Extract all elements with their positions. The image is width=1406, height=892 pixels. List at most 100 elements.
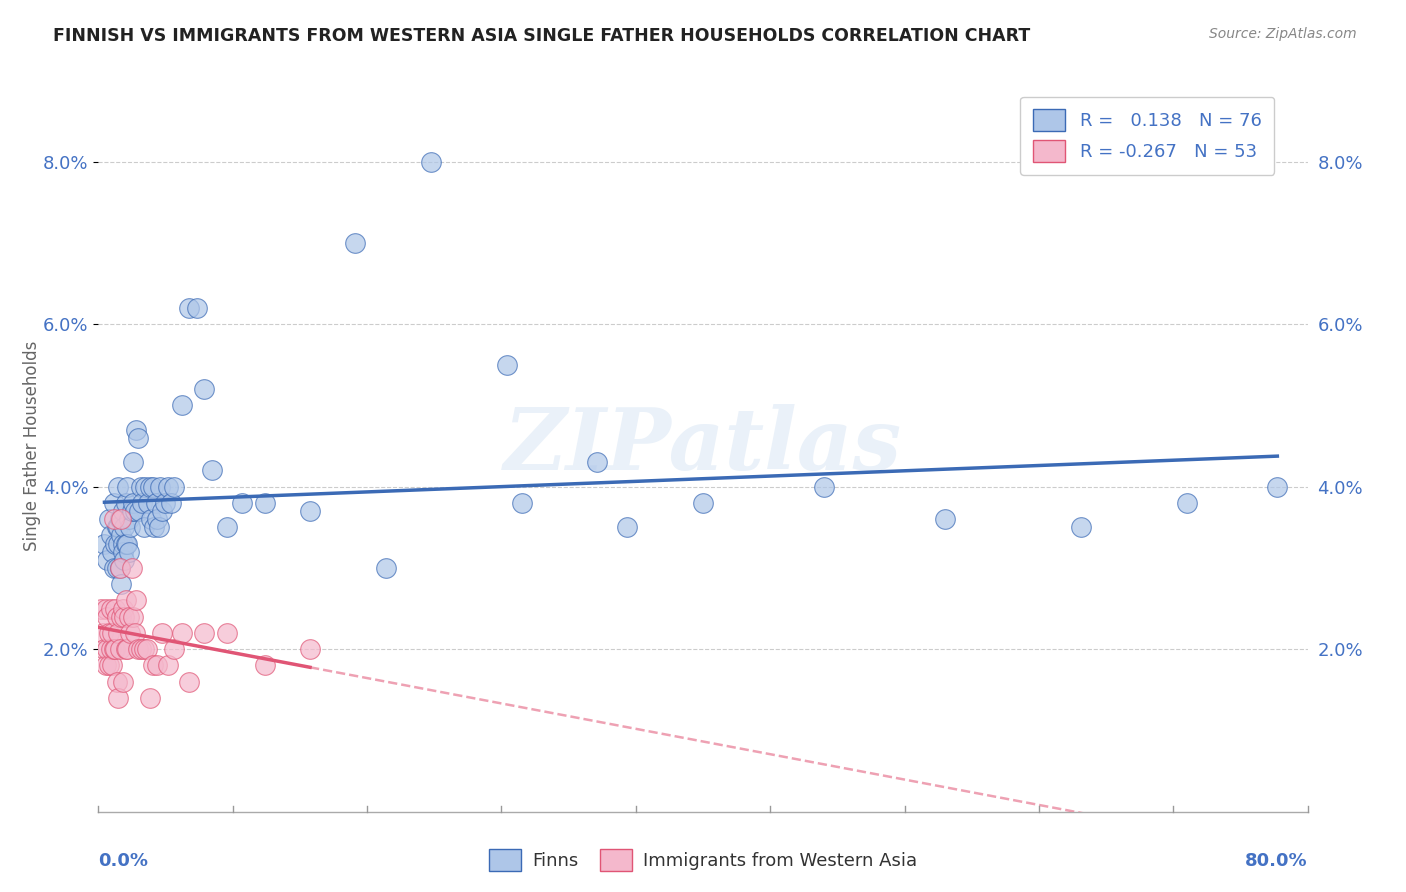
Point xyxy=(170,626,193,640)
Point xyxy=(510,496,533,510)
Point xyxy=(122,609,145,624)
Point xyxy=(135,642,157,657)
Point xyxy=(91,626,114,640)
Point xyxy=(118,609,141,624)
Point xyxy=(934,512,956,526)
Point xyxy=(110,512,132,526)
Point xyxy=(139,480,162,494)
Point xyxy=(420,154,443,169)
Point xyxy=(108,561,131,575)
Point xyxy=(132,520,155,534)
Point xyxy=(1175,496,1198,510)
Point xyxy=(813,480,835,494)
Point xyxy=(110,609,132,624)
Point xyxy=(104,642,127,657)
Point xyxy=(179,301,201,315)
Point xyxy=(193,626,215,640)
Point xyxy=(163,642,186,657)
Point xyxy=(136,496,159,510)
Point xyxy=(145,496,167,510)
Text: 80.0%: 80.0% xyxy=(1244,852,1308,870)
Point xyxy=(96,609,118,624)
Point xyxy=(108,512,131,526)
Point xyxy=(103,496,125,510)
Point xyxy=(139,690,162,705)
Point xyxy=(101,626,124,640)
Point xyxy=(586,455,609,469)
Point xyxy=(94,601,117,615)
Point xyxy=(122,455,145,469)
Point xyxy=(127,431,149,445)
Point xyxy=(111,536,134,550)
Point xyxy=(1267,480,1289,494)
Point xyxy=(374,561,396,575)
Point xyxy=(120,626,142,640)
Point xyxy=(112,609,135,624)
Point xyxy=(101,544,124,558)
Point xyxy=(120,520,142,534)
Point xyxy=(231,496,253,510)
Legend: R =   0.138   N = 76, R = -0.267   N = 53: R = 0.138 N = 76, R = -0.267 N = 53 xyxy=(1021,96,1274,175)
Point xyxy=(98,512,121,526)
Point xyxy=(111,601,134,615)
Point xyxy=(299,504,322,518)
Point xyxy=(107,690,129,705)
Point xyxy=(1070,520,1092,534)
Point xyxy=(148,520,170,534)
Point xyxy=(110,577,132,591)
Point xyxy=(125,423,148,437)
Point xyxy=(104,536,127,550)
Point xyxy=(143,520,166,534)
Point xyxy=(146,512,169,526)
Point xyxy=(105,609,128,624)
Point xyxy=(107,626,129,640)
Point xyxy=(163,480,186,494)
Point xyxy=(111,674,134,689)
Point xyxy=(215,520,238,534)
Point xyxy=(153,496,176,510)
Point xyxy=(129,642,152,657)
Point xyxy=(105,674,128,689)
Point xyxy=(150,626,173,640)
Point xyxy=(149,480,172,494)
Point xyxy=(253,658,276,673)
Point xyxy=(96,553,118,567)
Text: 0.0%: 0.0% xyxy=(98,852,149,870)
Point xyxy=(201,463,224,477)
Text: ZIPatlas: ZIPatlas xyxy=(503,404,903,488)
Point xyxy=(142,658,165,673)
Point xyxy=(692,496,714,510)
Point xyxy=(495,358,517,372)
Y-axis label: Single Father Households: Single Father Households xyxy=(22,341,41,551)
Point xyxy=(129,480,152,494)
Point xyxy=(100,642,122,657)
Point xyxy=(122,496,145,510)
Point xyxy=(253,496,276,510)
Point xyxy=(128,504,150,518)
Point xyxy=(150,504,173,518)
Point xyxy=(98,658,121,673)
Point xyxy=(96,642,118,657)
Point xyxy=(142,480,165,494)
Point xyxy=(156,480,179,494)
Point xyxy=(124,626,146,640)
Point xyxy=(114,536,136,550)
Point xyxy=(111,504,134,518)
Point xyxy=(127,642,149,657)
Text: Source: ZipAtlas.com: Source: ZipAtlas.com xyxy=(1209,27,1357,41)
Point xyxy=(115,536,138,550)
Point xyxy=(93,642,115,657)
Point xyxy=(111,544,134,558)
Point xyxy=(105,561,128,575)
Point xyxy=(114,496,136,510)
Point xyxy=(131,496,153,510)
Point xyxy=(101,658,124,673)
Point xyxy=(112,520,135,534)
Point xyxy=(134,480,156,494)
Point xyxy=(104,601,127,615)
Point xyxy=(118,512,141,526)
Text: FINNISH VS IMMIGRANTS FROM WESTERN ASIA SINGLE FATHER HOUSEHOLDS CORRELATION CHA: FINNISH VS IMMIGRANTS FROM WESTERN ASIA … xyxy=(53,27,1031,45)
Point xyxy=(160,496,183,510)
Point xyxy=(125,593,148,607)
Point xyxy=(105,520,128,534)
